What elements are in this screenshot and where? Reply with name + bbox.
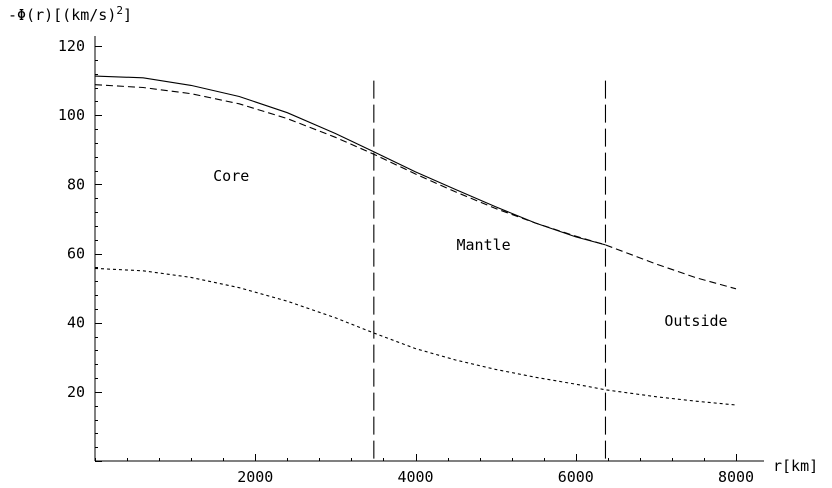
y-tick-label: 20 (67, 383, 85, 401)
x-tick-label: 4000 (397, 468, 433, 486)
x-tick-label: 8000 (718, 468, 754, 486)
region-label-outside: Outside (664, 312, 727, 330)
y-axis-label: -Φ(r)[(km/s)2] (8, 4, 132, 24)
region-labels: Core Mantle Outside (213, 167, 727, 330)
y-tick-label: 120 (58, 37, 85, 55)
y-tick-label: 40 (67, 314, 85, 332)
x-tick-label: 6000 (558, 468, 594, 486)
region-label-mantle: Mantle (457, 236, 511, 254)
y-axis-label-main: -Φ(r)[(km/s) (8, 6, 116, 24)
y-tick-label: 80 (67, 175, 85, 193)
series-solid-line (94, 75, 606, 246)
y-tick-label: 60 (67, 245, 85, 263)
series-dotted-line (94, 267, 737, 406)
y-axis-label-close: ] (123, 6, 132, 24)
y-axis-label-sup: 2 (116, 4, 123, 17)
x-tick-label: 2000 (237, 468, 273, 486)
y-tick-label: 100 (58, 106, 85, 124)
region-boundaries (373, 80, 607, 461)
x-axis-label: r[km] (773, 457, 818, 475)
series-dashed-line (94, 84, 737, 290)
region-label-core: Core (213, 167, 249, 185)
series-group (94, 75, 737, 406)
axes: 20 40 60 80 100 120 2000 4000 6000 8000 (58, 36, 764, 486)
